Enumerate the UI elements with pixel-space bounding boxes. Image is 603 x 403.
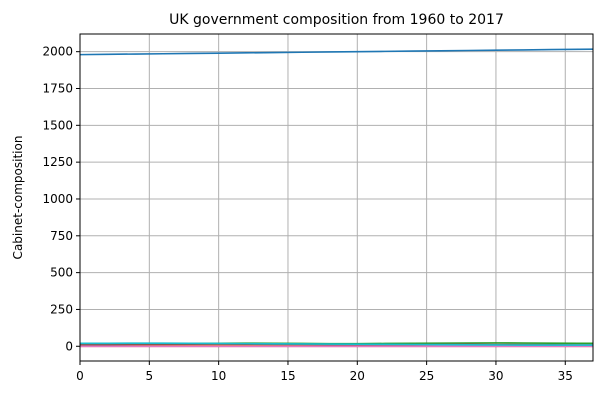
- series-line-1: [79, 48, 594, 56]
- series-line-8: [80, 342, 593, 346]
- series-lines: [79, 48, 594, 348]
- y-tick-label: 1250: [42, 155, 73, 169]
- y-tick-label: 1750: [42, 82, 73, 96]
- chart-title: UK government composition from 1960 to 2…: [169, 12, 504, 28]
- y-tick-label: 1500: [42, 118, 73, 132]
- x-tick-label: 30: [488, 369, 503, 383]
- x-tick-label: 0: [76, 369, 84, 383]
- grid: [79, 34, 593, 361]
- y-tick-label: 1000: [42, 192, 73, 206]
- y-tick-label: 500: [50, 266, 73, 280]
- ticks: 0 5 10 15 20 25 30 35 0 250 500 750 1000 1250 1500 1750…: [42, 45, 572, 383]
- y-axis-label: Cabinet-composition: [11, 136, 25, 260]
- x-tick-label: 15: [280, 369, 295, 383]
- x-tick-label: 35: [558, 369, 573, 383]
- y-tick-label: 2000: [42, 45, 73, 59]
- x-tick-label: 5: [146, 369, 154, 383]
- y-tick-label: 250: [50, 302, 73, 316]
- plot-frame: [79, 33, 594, 362]
- x-tick-label: 10: [211, 369, 226, 383]
- y-tick-label: 0: [65, 339, 73, 353]
- y-tick-label: 750: [50, 229, 73, 243]
- x-tick-label: 20: [350, 369, 365, 383]
- x-tick-label: 25: [419, 369, 434, 383]
